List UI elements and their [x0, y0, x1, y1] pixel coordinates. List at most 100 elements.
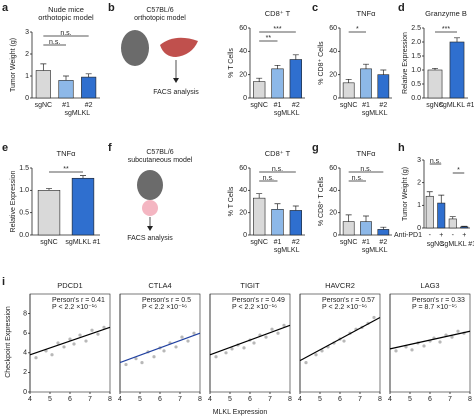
x-tick-label: #2: [379, 239, 387, 246]
x-tick-label: 8: [288, 396, 292, 403]
bar: [425, 195, 434, 229]
point: [410, 348, 414, 352]
point: [174, 345, 178, 349]
chart-subtitle: orthotopic model: [38, 13, 94, 22]
point: [214, 355, 218, 359]
error-bar: [380, 69, 387, 75]
group-label: sgMLKL: [362, 247, 388, 254]
point: [304, 361, 308, 365]
x-tick-label: sgNC: [426, 102, 444, 109]
stat-r: Person's r = 0.41: [52, 297, 105, 304]
y-tick-label: 0.0: [411, 95, 421, 102]
group-label: sgMLKL: [362, 110, 388, 117]
stat-r: Person's r = 0.49: [232, 297, 285, 304]
point: [34, 356, 38, 360]
x-tick-label: #1: [362, 102, 370, 109]
tumor: [142, 200, 158, 216]
point: [162, 349, 166, 353]
error-bar: [292, 205, 299, 211]
error-bar: [256, 193, 263, 199]
stat-r: Person's r = 0.5: [142, 297, 191, 304]
trend-line: [299, 316, 381, 362]
error-bar: [454, 37, 460, 42]
group-label: sgMLKL: [274, 247, 300, 254]
y-axis-label: Checkpoint Expression: [5, 306, 12, 378]
x-tick-label: 4: [208, 396, 212, 403]
diagram-b: b C57BL/6 orthotopic model FACS analysis: [108, 2, 199, 96]
bar: [342, 82, 355, 99]
y-axis-label: Tumor Weight (g): [402, 167, 409, 221]
y-tick-label: 0: [23, 389, 27, 396]
x-tick-label: 7: [178, 396, 182, 403]
point: [68, 337, 72, 341]
x-tick-label: sgMLKL #1: [439, 102, 474, 109]
chart-title: LAG3: [420, 281, 439, 290]
chart-title: TIGIT: [240, 281, 260, 290]
point: [152, 355, 156, 359]
y-tick-label: 2: [417, 180, 421, 187]
strain: C57BL/6: [146, 7, 173, 14]
bar: [377, 229, 390, 236]
point: [192, 331, 196, 335]
y-axis-label: % CD8⁺ Cells: [318, 41, 325, 85]
bar: [81, 76, 97, 99]
diagram-f: f C57BL/6 subcutaneous model FACS analys…: [108, 142, 193, 242]
error-bar: [292, 54, 299, 60]
x-tick-label: 6: [428, 396, 432, 403]
x-tick-label: sgNC: [35, 102, 53, 109]
x-tick-label: 5: [408, 396, 412, 403]
y-tick-label: 1.0: [19, 187, 29, 194]
y-axis-label: % CD8⁺ T Cells: [318, 176, 325, 226]
y-tick-label: 1: [417, 202, 421, 209]
x-tick-label: 7: [358, 396, 362, 403]
x-tick-label: +: [462, 232, 466, 239]
y-tick-label: 2: [25, 51, 29, 58]
point: [264, 335, 268, 339]
y-tick-label: 0: [333, 95, 337, 102]
group-label: sgNC: [427, 241, 445, 248]
x-tick-label: 6: [68, 396, 72, 403]
trend-line: [29, 326, 111, 356]
y-tick-label: 1.0: [411, 67, 421, 74]
panel-label: b: [108, 2, 115, 14]
x-tick-label: 6: [248, 396, 252, 403]
error-bar: [63, 75, 69, 81]
bar: [449, 41, 465, 99]
y-tick-label: 60: [239, 165, 247, 172]
y-tick-label: 60: [329, 165, 337, 172]
significance-label: n.s.: [272, 166, 283, 173]
point: [84, 339, 88, 343]
x-tick-label: 5: [138, 396, 142, 403]
error-bar: [438, 194, 445, 204]
chart-title: PDCD1: [57, 281, 82, 290]
x-tick-label: #2: [292, 239, 300, 246]
error-bar: [345, 78, 352, 83]
chart-title: Granzyme B: [425, 9, 467, 18]
y-tick-label: 60: [329, 25, 337, 32]
point: [276, 331, 280, 335]
x-tick-label: 7: [88, 396, 92, 403]
y-tick-label: 8: [23, 310, 27, 317]
chart-title: TNFα: [357, 149, 377, 158]
point: [50, 353, 54, 357]
x-tick-label: 7: [448, 396, 452, 403]
strain: C57BL/6: [146, 149, 173, 156]
x-tick-label: +: [439, 232, 443, 239]
significance-label: ***: [273, 26, 281, 33]
x-tick-label: #2: [85, 102, 93, 109]
point: [102, 325, 106, 329]
point: [140, 361, 144, 365]
panel-label: h: [398, 142, 405, 154]
stat-p: P < 2.2 ×10⁻¹⁶: [232, 304, 277, 311]
x-tick-label: sgNC: [250, 102, 268, 109]
point: [96, 332, 100, 336]
y-axis-label: Relative Expression: [402, 32, 409, 94]
point: [372, 315, 376, 320]
chart-title: CTLA4: [148, 281, 171, 290]
point: [62, 345, 66, 349]
x-tick-label: #2: [379, 102, 387, 109]
model: orthotopic model: [134, 15, 186, 22]
x-tick-label: 8: [378, 396, 382, 403]
x-tick-label: sgMLKL #1: [65, 239, 100, 246]
point: [422, 344, 426, 348]
